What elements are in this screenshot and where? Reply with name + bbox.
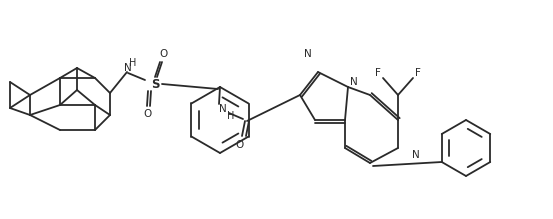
Text: O: O	[143, 109, 151, 119]
Text: N: N	[412, 150, 420, 160]
Text: N: N	[350, 77, 358, 87]
Text: O: O	[236, 140, 244, 150]
Text: H: H	[227, 111, 234, 121]
Text: N: N	[219, 104, 227, 114]
Text: N: N	[124, 63, 132, 73]
Text: S: S	[151, 78, 159, 90]
Text: F: F	[415, 68, 421, 78]
Text: F: F	[375, 68, 381, 78]
Text: H: H	[129, 58, 137, 68]
Text: O: O	[159, 49, 167, 59]
Text: N: N	[304, 49, 312, 59]
